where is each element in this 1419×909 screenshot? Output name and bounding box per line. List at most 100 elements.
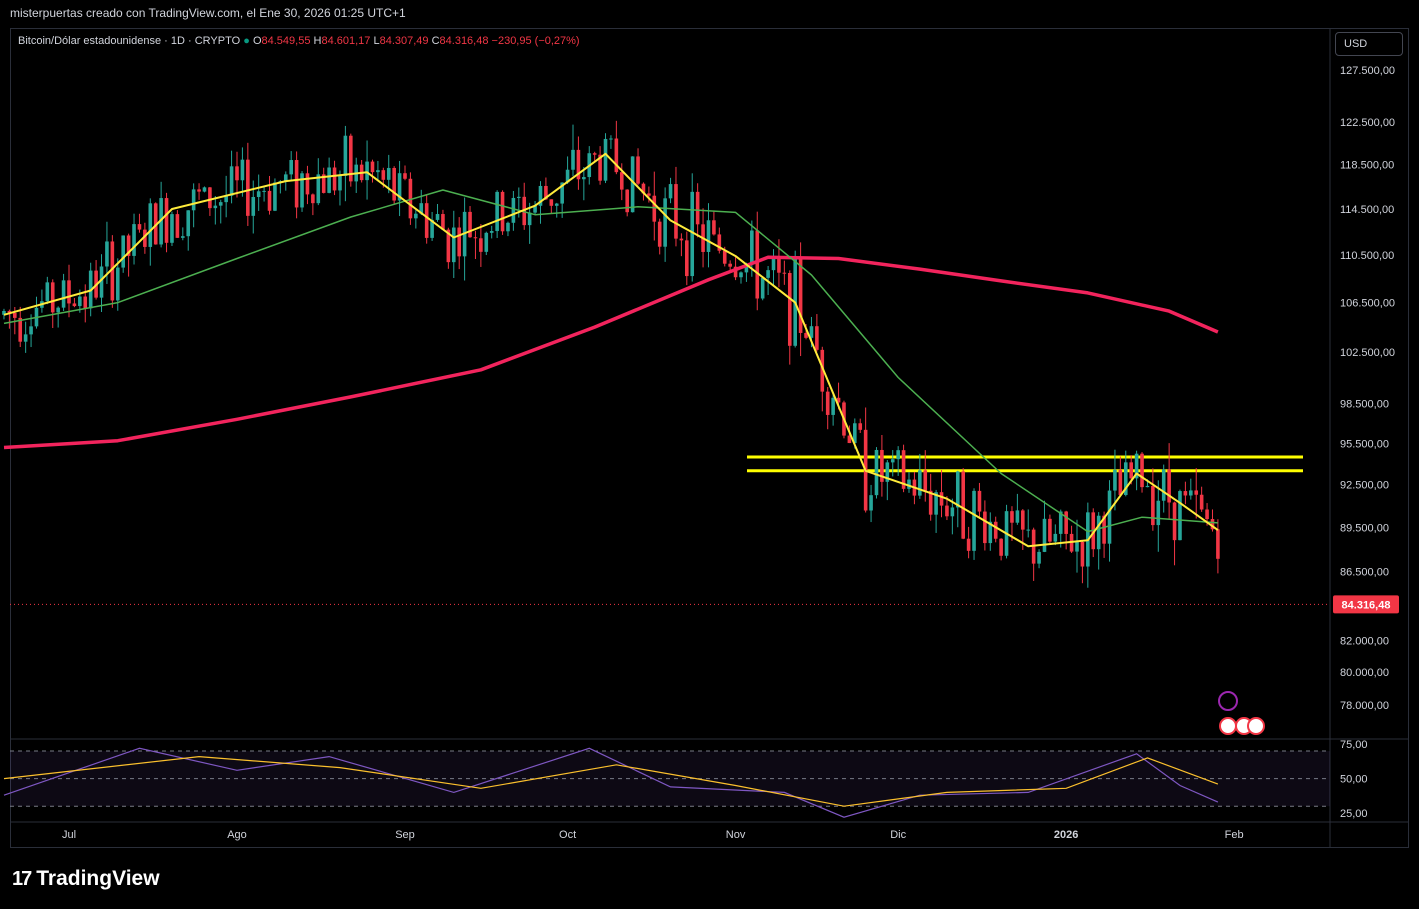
candle-body	[370, 161, 375, 173]
candle-body	[191, 189, 196, 211]
candle-body	[1183, 491, 1188, 496]
time-tick-label: Ago	[227, 829, 247, 841]
candle-body	[202, 187, 207, 192]
candle-body	[890, 459, 895, 463]
candle-body	[609, 138, 613, 140]
time-tick-label: Jul	[62, 829, 76, 841]
candle-body	[332, 167, 337, 191]
candle-body	[619, 172, 624, 190]
candle-body	[1064, 511, 1068, 534]
candle-body	[576, 149, 581, 180]
candle-body	[674, 184, 678, 239]
candle-body	[115, 267, 120, 301]
candle-body	[993, 521, 998, 539]
candle-body	[213, 205, 218, 209]
candle-body	[208, 187, 212, 209]
candle-body	[1145, 485, 1150, 488]
candle-body	[132, 224, 136, 256]
candle-body	[397, 173, 402, 201]
candle-body	[1080, 542, 1085, 567]
price-tick-label: 106.500,00	[1340, 298, 1395, 310]
candle-body	[446, 229, 451, 263]
candle-body	[869, 495, 873, 511]
candle-body	[224, 195, 228, 203]
candle-body	[961, 471, 965, 539]
candle-body	[1037, 551, 1041, 564]
candle-body	[23, 334, 28, 342]
candle-body	[376, 170, 380, 173]
candle-body	[901, 450, 906, 489]
candle-body	[267, 190, 272, 211]
candle-body	[809, 326, 814, 338]
candle-body	[815, 326, 819, 350]
candle-body	[571, 149, 575, 170]
candle-body	[517, 196, 521, 198]
tradingview-logo-icon: 17	[12, 867, 32, 890]
candle-body	[928, 490, 933, 515]
low-value: 84.307,49	[379, 35, 429, 47]
candle-body	[240, 159, 245, 181]
candle-body	[955, 471, 960, 508]
candle-body	[50, 282, 55, 313]
candle-body	[56, 307, 60, 313]
ma-line-ema_pink	[3, 255, 1219, 450]
price-tick-label: 86.500,00	[1340, 566, 1389, 578]
legend-dot-icon: ●	[243, 35, 250, 47]
price-tick-label: 122.500,00	[1340, 117, 1395, 129]
rsi-line-rsi_ma	[3, 755, 1219, 807]
candle-body	[430, 219, 434, 238]
candle-body	[110, 241, 115, 301]
candle-body	[283, 174, 288, 182]
candle-body	[836, 397, 841, 403]
candle-body	[663, 198, 667, 247]
candle-body	[479, 238, 483, 252]
candle-body	[1151, 485, 1155, 526]
price-tick-label: 92.500,00	[1340, 480, 1389, 492]
candle-body	[457, 227, 461, 257]
candle-body	[880, 449, 884, 482]
time-tick-label: Dic	[890, 829, 906, 841]
candle-body	[630, 156, 635, 213]
candle-body	[289, 160, 293, 175]
candle-body	[1010, 511, 1014, 523]
us-flag-event-icon	[1219, 717, 1237, 735]
candle-body	[273, 182, 277, 211]
candle-body	[218, 202, 223, 206]
currency-button[interactable]: USD	[1335, 32, 1403, 56]
candle-body	[1096, 515, 1101, 550]
candle-body	[300, 173, 304, 208]
candle-body	[787, 272, 792, 346]
candle-body	[739, 272, 743, 278]
candle-body	[918, 470, 922, 496]
candle-body	[565, 169, 570, 183]
candle-body	[262, 190, 266, 192]
candle-body	[733, 266, 738, 278]
candle-body	[945, 505, 949, 517]
ma-line-ema_yellow	[3, 152, 1219, 548]
candle-body	[777, 257, 781, 273]
time-tick-label: Oct	[559, 829, 576, 841]
candle-body	[636, 156, 640, 184]
candle-body	[13, 312, 17, 318]
symbol-legend: Bitcoin/Dólar estadounidense · 1D · CRYP…	[18, 35, 580, 47]
candle-body	[29, 326, 33, 335]
candle-body	[1042, 518, 1047, 552]
candle-body	[858, 423, 863, 430]
price-tick-label: 80.000,00	[1340, 667, 1389, 679]
candle-body	[896, 450, 900, 460]
candle-body	[121, 235, 125, 268]
candle-body	[1102, 515, 1106, 544]
candle-body	[1129, 462, 1133, 479]
candle-body	[495, 191, 499, 232]
candle-body	[1075, 542, 1079, 552]
candle-body	[2, 310, 6, 315]
candle-body	[1058, 511, 1063, 534]
candle-body	[408, 178, 413, 219]
candle-body	[473, 237, 478, 239]
candle-body	[972, 490, 976, 551]
candle-body	[381, 170, 386, 180]
candle-body	[760, 277, 765, 299]
candle-body	[853, 423, 857, 444]
attribution-text: misterpuertas creado con TradingView.com…	[10, 6, 406, 20]
